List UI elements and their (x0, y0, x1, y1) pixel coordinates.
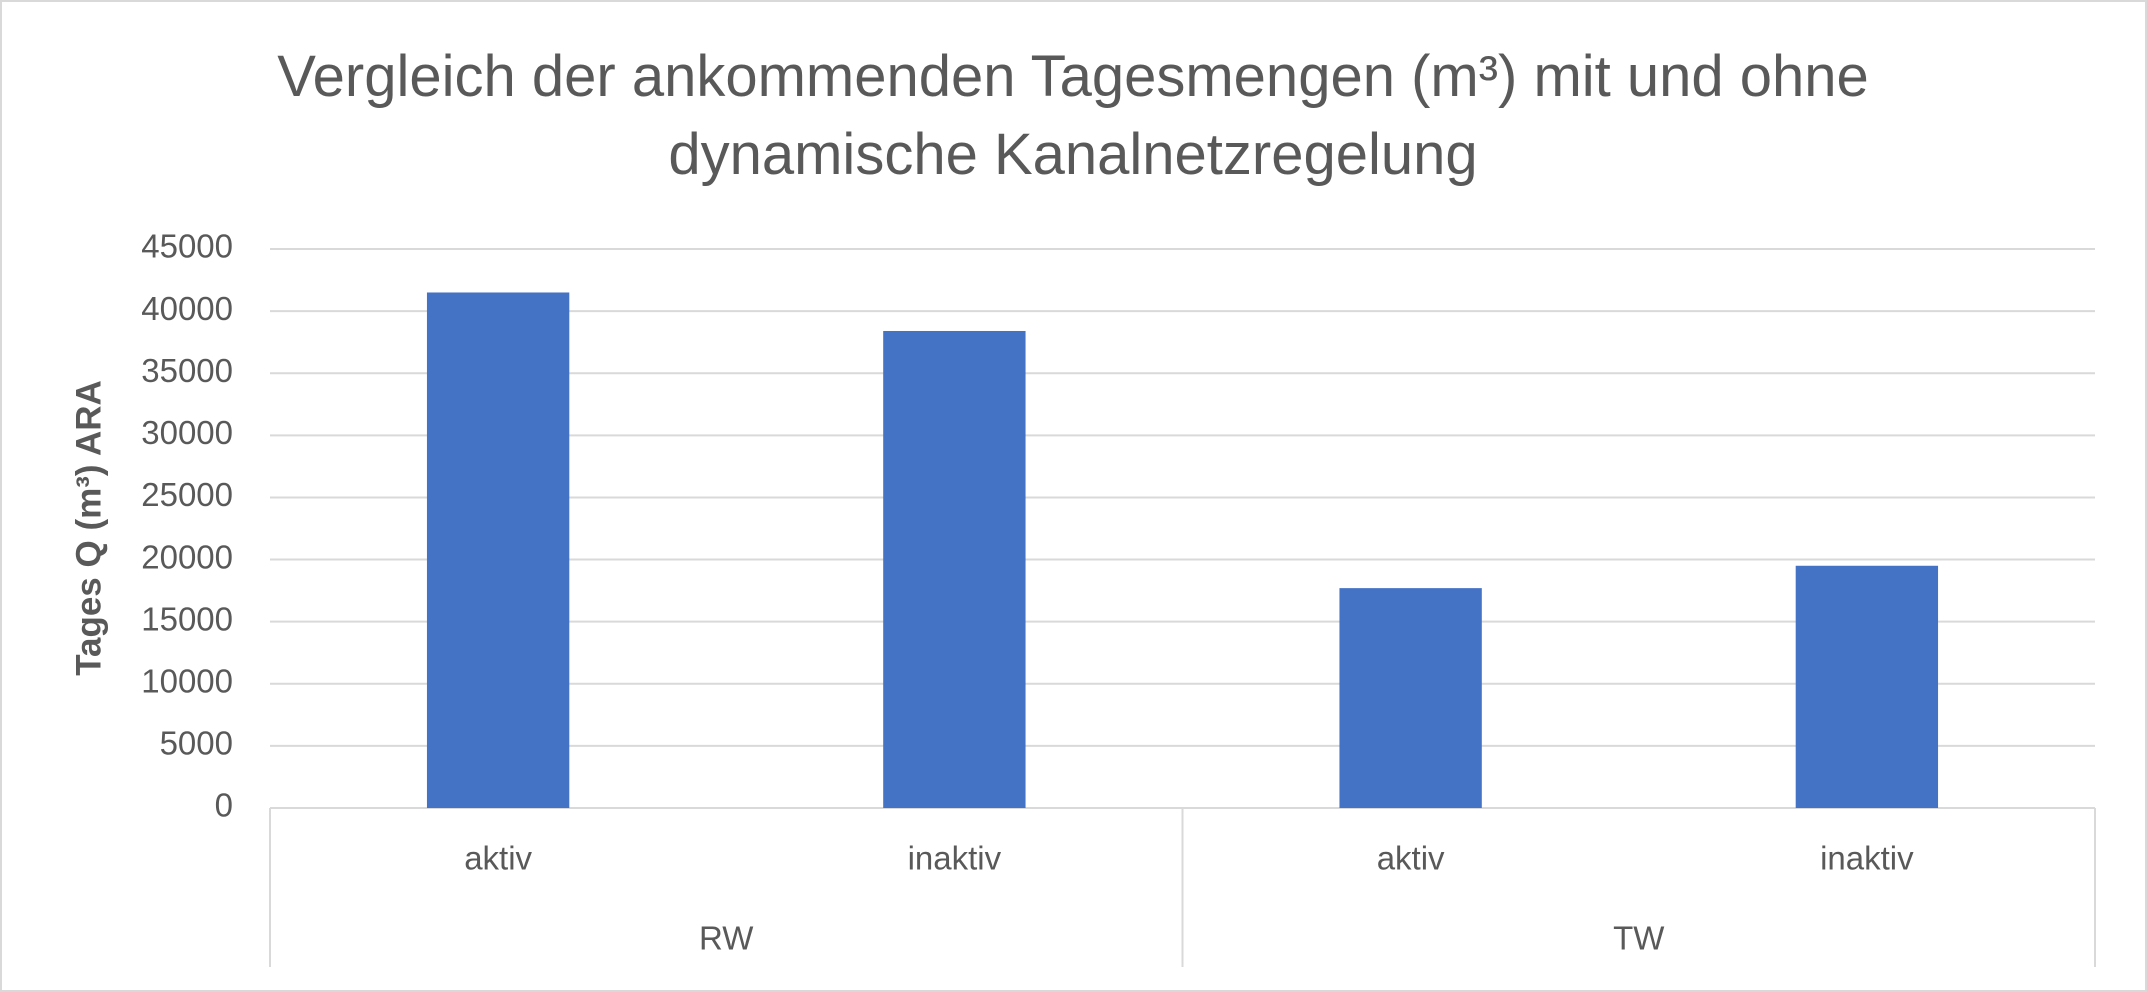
y-tick-label: 35000 (141, 352, 233, 389)
bar (883, 330, 1026, 808)
y-tick-label: 0 (215, 787, 233, 824)
chart-title: Vergleich der ankommenden Tagesmengen (m… (277, 44, 1869, 187)
y-tick-label: 30000 (141, 414, 233, 451)
bar (1795, 565, 1939, 808)
x-tick-label: aktiv (1377, 840, 1445, 877)
group-label: TW (1613, 920, 1665, 957)
y-tick-label: 40000 (141, 290, 233, 327)
y-axis-label: Tages Q (m³) ARA (69, 380, 108, 676)
bar (1339, 588, 1482, 808)
x-tick-label: inaktiv (908, 840, 1002, 877)
group-label: RW (699, 920, 754, 957)
x-tick-label: aktiv (464, 840, 532, 877)
y-tick-label: 5000 (160, 725, 233, 762)
bar (426, 292, 570, 808)
y-tick-label: 15000 (141, 600, 233, 637)
x-tick-label: inaktiv (1820, 840, 1914, 877)
y-tick-label: 10000 (141, 662, 233, 699)
y-tick-label: 20000 (141, 538, 233, 575)
y-tick-label: 45000 (141, 228, 233, 265)
y-tick-label: 25000 (141, 476, 233, 513)
